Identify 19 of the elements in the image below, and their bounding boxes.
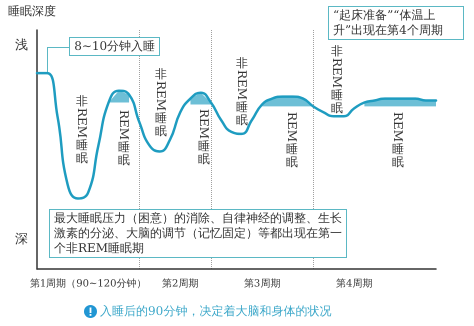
- text: 8~10分钟入睡: [69, 37, 160, 56]
- annotation: REM睡眠: [391, 112, 405, 168]
- annotation: 最大睡眠压力（困意）的消除、自律神经的调整、生长激素的分泌、大脑的调节（记忆固定）等都出现在第一个非REM睡眠期: [49, 209, 347, 258]
- text: 入睡后的90分钟，决定着大脑和身体的状况: [100, 304, 332, 319]
- annotation: REM睡眠: [197, 108, 211, 166]
- annotation: 非REM睡眠: [235, 56, 249, 127]
- x-tick-label: 第3周期: [244, 278, 280, 290]
- x-tick-label: 第4周期: [336, 278, 372, 290]
- x-tick-label: 第1周期（90~120分钟）: [30, 278, 146, 290]
- annotation: REM睡眠: [285, 112, 299, 168]
- y-axis-title: 睡眠深度: [8, 4, 56, 19]
- text: 浅: [15, 38, 28, 53]
- annotation: 非REM睡眠: [75, 94, 89, 165]
- x-tick-label: 第2周期: [162, 278, 198, 290]
- text: 深: [15, 232, 28, 247]
- annotation: 非REM睡眠: [154, 67, 168, 138]
- annotation: 非REM睡眠: [330, 44, 344, 115]
- annotation: REM睡眠: [117, 110, 131, 166]
- text: “起床准备”“体温上升”出现在第4个周期: [328, 6, 464, 40]
